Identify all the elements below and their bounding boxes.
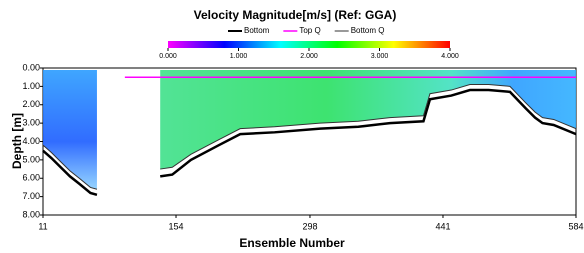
colorbar: [168, 41, 450, 48]
y-tick-label: 2.00: [22, 99, 40, 109]
colorbar-tick-label: 4.000: [441, 53, 459, 60]
x-tick-label: 441: [435, 221, 450, 231]
y-tick-label: 0.00: [22, 62, 40, 72]
colorbar-tick-label: 0.000: [159, 53, 177, 60]
x-tick-label: 154: [169, 221, 184, 231]
y-tick-label: 1.00: [22, 81, 40, 91]
colorbar-tick-label: 3.000: [371, 53, 389, 60]
x-tick-label: 584: [568, 221, 583, 231]
y-tick-label: 5.00: [22, 154, 40, 164]
colorbar-tick-label: 2.000: [300, 53, 318, 60]
velocity-field: [160, 70, 576, 169]
y-tick-label: 4.00: [22, 136, 40, 146]
y-tick-label: 7.00: [22, 191, 40, 201]
legend-label: Top Q: [299, 26, 320, 35]
legend-label: Bottom Q: [351, 26, 385, 35]
y-tick-label: 6.00: [22, 173, 40, 183]
x-tick-label: 298: [302, 221, 317, 231]
chart-title: Velocity Magnitude[m/s] (Ref: GGA): [194, 8, 397, 22]
x-tick-label: 11: [38, 221, 47, 231]
x-axis-label: Ensemble Number: [239, 236, 345, 250]
chart: Velocity Magnitude[m/s] (Ref: GGA) Ensem…: [0, 0, 584, 253]
legend-label: Bottom: [244, 26, 270, 35]
y-tick-label: 3.00: [22, 118, 40, 128]
colorbar-tick-label: 1.000: [230, 53, 248, 60]
y-tick-label: 8.00: [22, 209, 40, 219]
